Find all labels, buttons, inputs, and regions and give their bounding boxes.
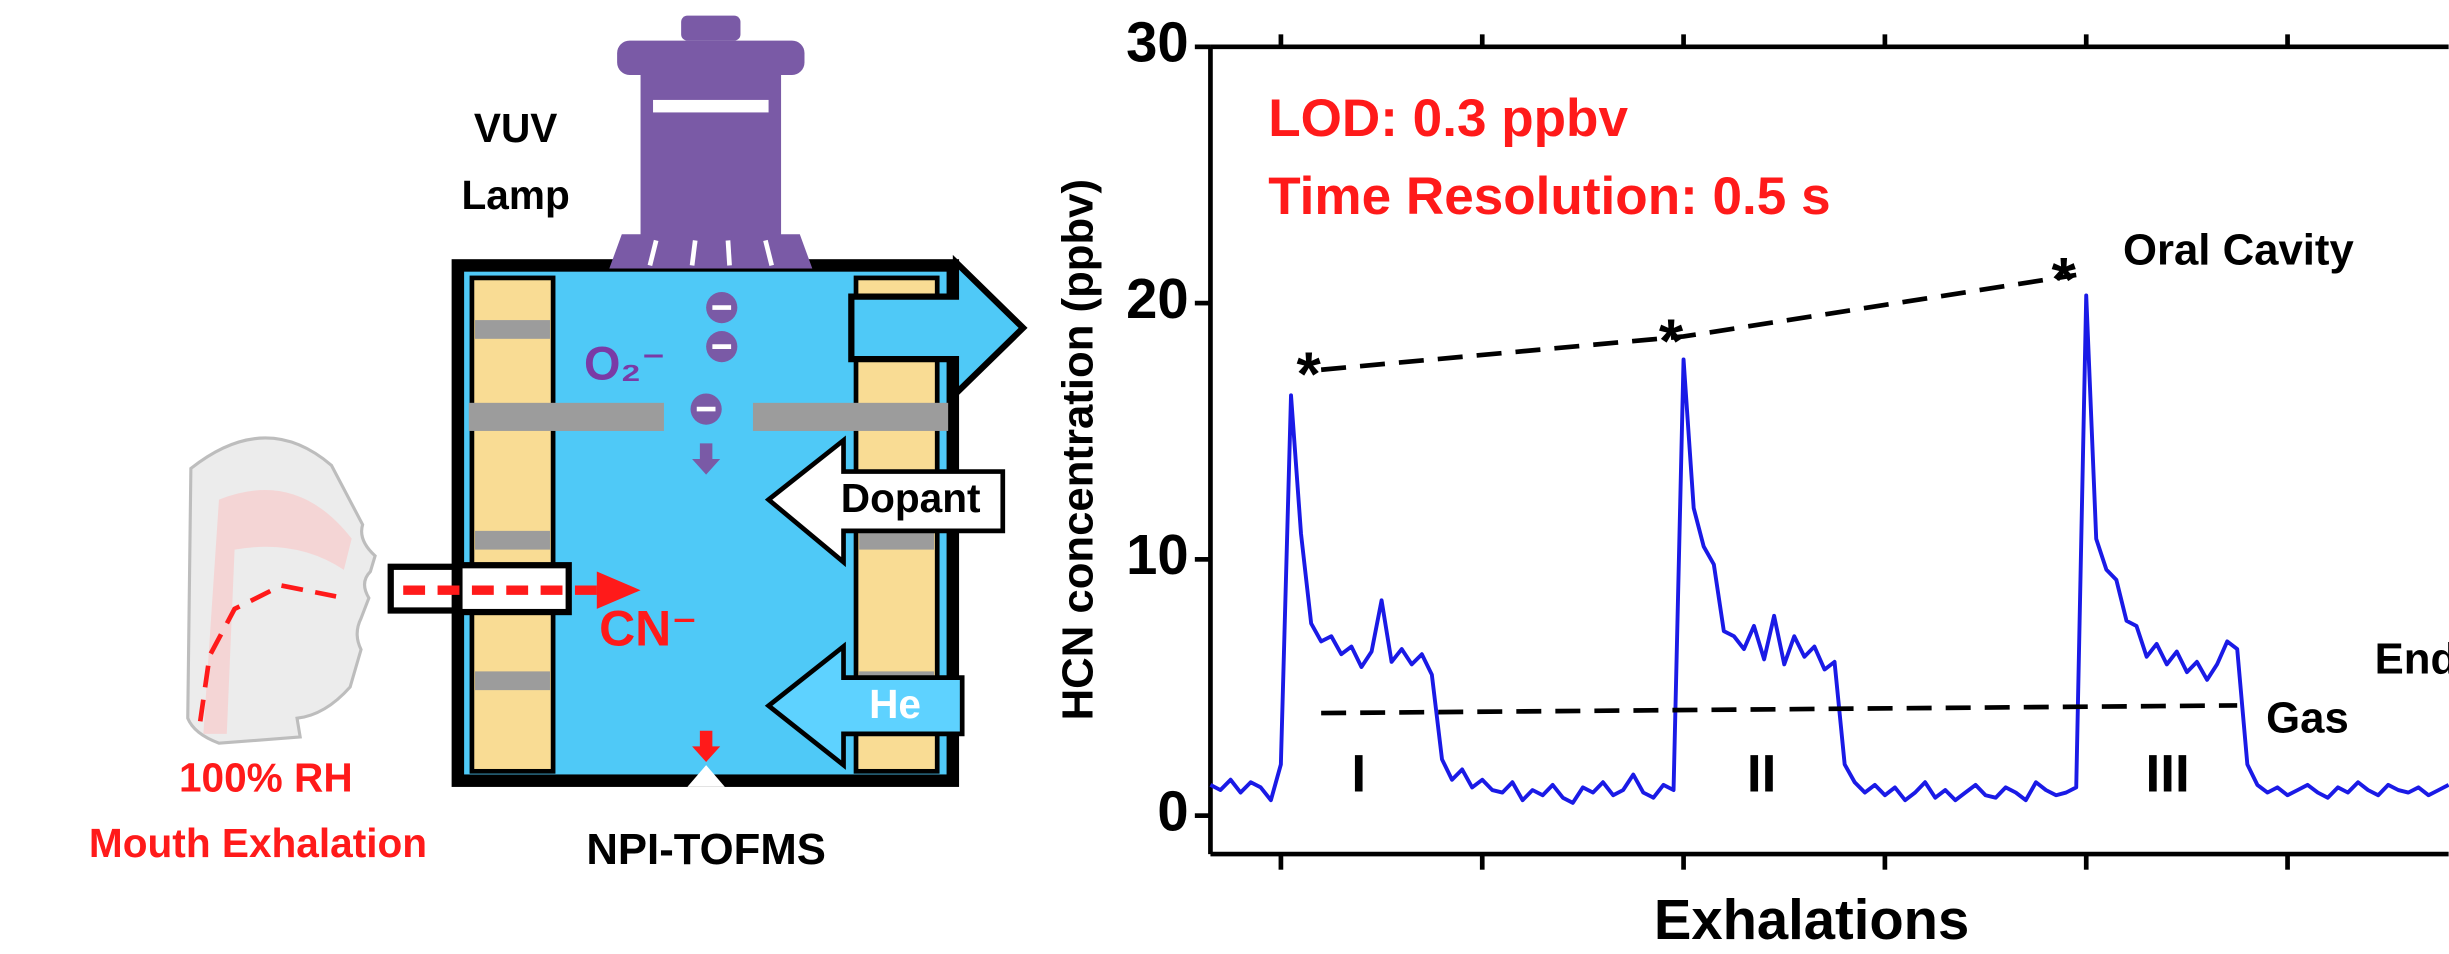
helium-label: He	[869, 681, 921, 727]
peak-marker: *	[1297, 340, 1322, 410]
instrument-label: NPI-TOFMS	[586, 825, 826, 874]
phase-label: II	[1747, 745, 1776, 804]
lamp-label: Lamp	[462, 172, 570, 218]
reference-label: End-tidal	[2375, 634, 2449, 683]
annotation: Time Resolution: 0.5 s	[1268, 167, 1830, 226]
dopant-arrow	[764, 435, 1006, 568]
x-axis-title: Exhalations	[1654, 888, 1969, 951]
outlet-arrow	[848, 254, 1028, 401]
reference-line	[1321, 703, 2238, 716]
annotation: LOD: 0.3 ppbv	[1268, 89, 1628, 148]
lamp-highlight	[653, 99, 769, 113]
outlet-notch	[687, 765, 725, 787]
y-tick-label: 30	[1126, 11, 1189, 74]
sample-label: Mouth Exhalation	[89, 820, 427, 866]
y-tick-label: 10	[1126, 523, 1189, 586]
data-line	[1209, 293, 2449, 805]
phase-label: I	[1351, 745, 1366, 804]
y-tick-label: 20	[1126, 267, 1189, 330]
vuv-lamp	[609, 15, 813, 269]
diagram: VUV Lamp O₂⁻ Dopant CN⁻ He 100% RH Mouth…	[89, 15, 1028, 874]
peak-marker: *	[1659, 306, 1684, 376]
electrons	[690, 291, 738, 425]
y-axis-title: HCN concentration (ppbv)	[1053, 179, 1102, 720]
cyanide-ion: CN⁻	[599, 601, 698, 657]
reference-line	[1320, 272, 2077, 373]
lamp-vents	[647, 239, 774, 267]
breath-arrows	[197, 583, 337, 722]
peak-marker: *	[2052, 245, 2077, 315]
left-electrode	[469, 275, 556, 774]
sample-label: 100% RH	[179, 754, 353, 800]
inlet-arrowhead	[596, 571, 641, 609]
chart: LOD: 0.3 ppbv Time Resolution: 0.5 s Exh…	[1053, 11, 2449, 951]
dopant-label: Dopant	[841, 475, 981, 521]
y-tick-label: 0	[1157, 779, 1188, 842]
airway	[203, 490, 352, 734]
oxygen-ion: O₂⁻	[584, 337, 666, 389]
lamp-label: VUV	[474, 105, 557, 151]
helium-arrow	[764, 641, 965, 770]
phase-label: III	[2145, 745, 2189, 804]
reference-label: Gas	[2266, 694, 2349, 743]
reference-label: Oral Cavity	[2123, 226, 2354, 275]
